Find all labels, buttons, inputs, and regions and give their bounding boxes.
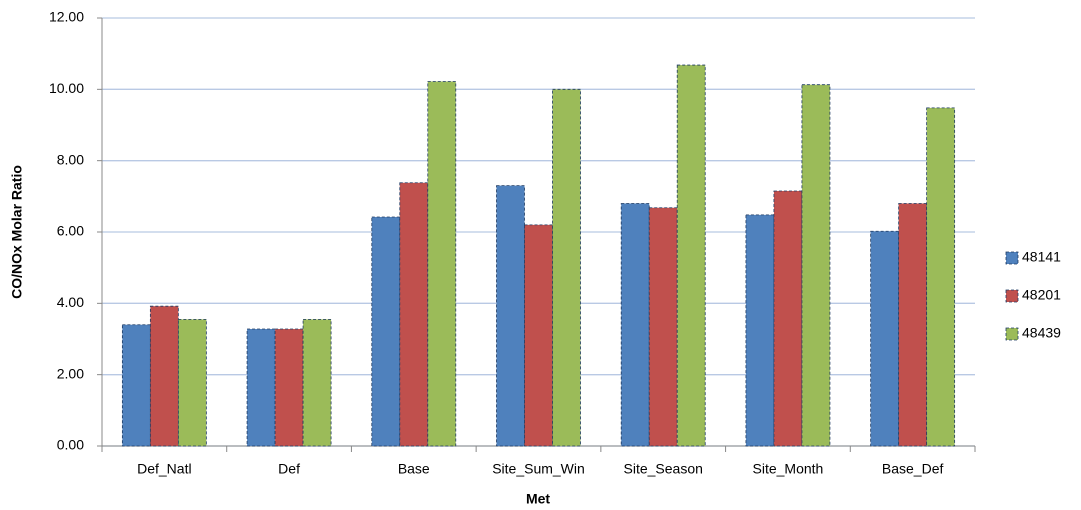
legend-label: 48439 [1022, 325, 1061, 341]
x-tick-label: Base [398, 461, 430, 477]
bar [926, 107, 956, 447]
x-tick-label: Site_Sum_Win [492, 461, 585, 477]
legend-swatch [1005, 289, 1019, 303]
bar [676, 64, 706, 447]
bar [399, 182, 429, 447]
bar [149, 305, 179, 447]
bar [552, 88, 581, 447]
bar [371, 216, 401, 447]
y-tick-label: 12.00 [49, 9, 84, 25]
y-axis-title: CO/NOx Molar Ratio [9, 165, 25, 299]
bar [246, 328, 276, 447]
y-tick-label: 4.00 [57, 294, 84, 310]
bar [870, 230, 900, 447]
legend-swatch [1005, 251, 1019, 265]
y-tick-label: 2.00 [57, 365, 84, 381]
y-tick-label: 6.00 [57, 223, 84, 239]
y-tick-label: 8.00 [57, 151, 84, 167]
x-tick-label: Site_Season [624, 461, 703, 477]
y-tick-label: 10.00 [49, 80, 84, 96]
bar [274, 328, 304, 447]
x-tick-label: Def_Natl [137, 461, 191, 477]
bar [745, 214, 775, 447]
bar [773, 190, 803, 447]
legend-label: 48201 [1022, 287, 1061, 303]
bar [620, 203, 650, 447]
x-tick-label: Base_Def [882, 461, 944, 477]
bar [427, 81, 457, 447]
x-tick-label: Def [278, 461, 300, 477]
bar [898, 203, 928, 447]
bar [648, 207, 678, 447]
legend-swatch [1005, 327, 1019, 341]
x-tick-label: Site_Month [753, 461, 824, 477]
bar [302, 318, 332, 447]
bar [801, 84, 831, 447]
bar [177, 318, 207, 447]
x-axis-title: Met [526, 491, 550, 507]
legend-label: 48141 [1022, 249, 1061, 265]
y-tick-label: 0.00 [57, 437, 84, 453]
bar [496, 185, 525, 447]
bar [121, 324, 151, 447]
bar [524, 224, 553, 447]
